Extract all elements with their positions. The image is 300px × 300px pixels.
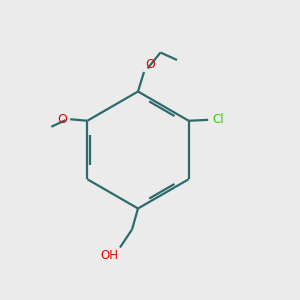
Text: OH: OH <box>100 249 118 262</box>
Text: O: O <box>57 113 67 126</box>
Text: Cl: Cl <box>213 113 224 126</box>
Text: O: O <box>146 58 155 70</box>
